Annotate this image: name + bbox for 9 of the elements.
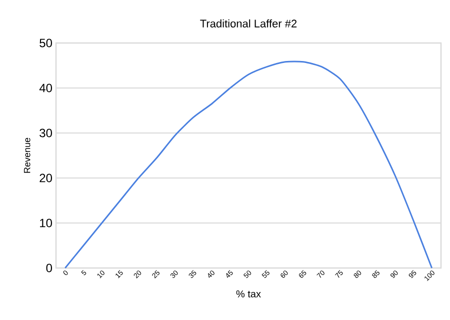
y-tick-label: 50	[40, 38, 52, 48]
y-tick-label: 40	[39, 84, 52, 92]
y-tick-label: 30	[40, 128, 52, 138]
y-tick-label: 10	[40, 218, 52, 228]
y-tick-label: 20	[40, 174, 52, 182]
line-series	[64, 60, 433, 269]
x-axis-title: % tax	[236, 290, 261, 298]
chart-title: Traditional Laffer #2	[200, 19, 297, 28]
y-axis-title: Revenue	[24, 138, 30, 173]
